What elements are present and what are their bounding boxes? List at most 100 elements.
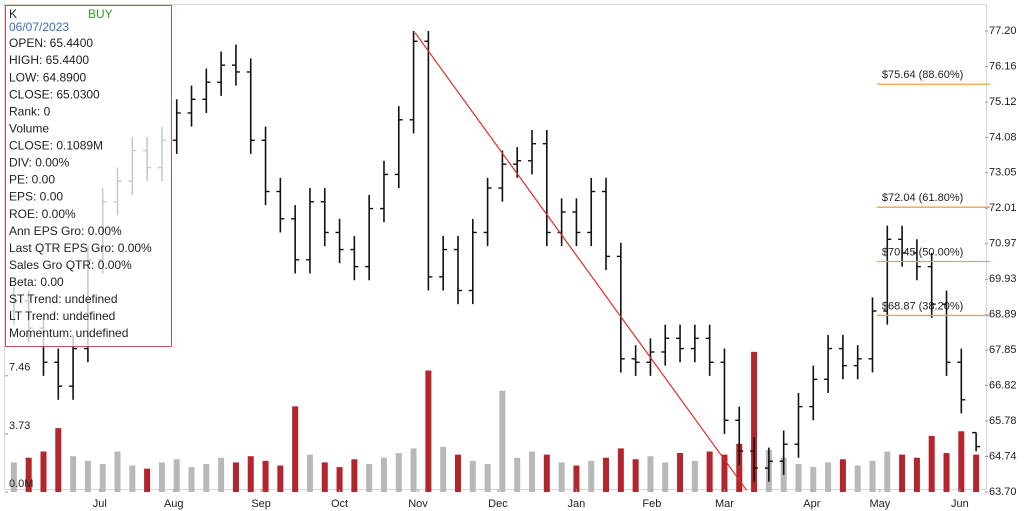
- y-tick-label: 66.82: [989, 379, 1017, 391]
- info-line: PE: 0.00: [9, 173, 55, 187]
- y-tick-label: 72.01: [989, 202, 1017, 214]
- signal: BUY: [88, 7, 113, 21]
- volume-bar: [84, 460, 91, 492]
- volume-bar: [129, 465, 136, 492]
- volume-bar: [188, 467, 195, 492]
- volume-bar: [647, 456, 654, 492]
- y-tick-label: 63.70: [989, 486, 1017, 498]
- volume-bar: [277, 465, 284, 492]
- volume-bar: [292, 406, 299, 492]
- info-line: DIV: 0.00%: [9, 156, 70, 170]
- symbol: K: [9, 7, 17, 21]
- volume-bar: [839, 459, 846, 492]
- date: 06/07/2023: [9, 20, 69, 34]
- volume-bar: [321, 462, 328, 492]
- y-tick-label: 73.05: [989, 167, 1017, 179]
- volume-bar: [25, 457, 32, 492]
- volume-bar: [677, 453, 684, 492]
- plot-frame: [4, 4, 987, 490]
- volume-bar: [410, 448, 417, 492]
- volume-bar: [114, 451, 121, 492]
- fib-label: $70.45 (50.00%): [882, 246, 963, 258]
- info-box: K BUY 06/07/2023 OPEN: 65.4400 HIGH: 65.4…: [5, 5, 172, 347]
- x-tick-label: Feb: [642, 498, 661, 510]
- volume-bar: [736, 443, 743, 492]
- y-tick-label: 65.78: [989, 415, 1017, 427]
- y-tick-label: 77.20: [989, 25, 1017, 37]
- volume-bar: [632, 459, 639, 492]
- volume-bar: [573, 465, 580, 492]
- volume-bar: [810, 467, 817, 492]
- x-tick-label: Nov: [408, 498, 428, 510]
- volume-bar: [588, 460, 595, 492]
- info-box-frame: [5, 5, 172, 347]
- volume-bar: [40, 451, 47, 492]
- volume-bar: [751, 351, 758, 492]
- y2-tick-label: 7.46: [9, 362, 30, 374]
- y-tick-label: 75.12: [989, 96, 1017, 108]
- volume-bar: [543, 454, 550, 492]
- volume-bar: [603, 457, 610, 492]
- volume-bar: [617, 448, 624, 492]
- volume-bar: [795, 463, 802, 492]
- overlay-layer: $75.64 (88.60%) $72.04 (61.80%) $70.45 (50…: [414, 32, 990, 491]
- volume-bar: [366, 463, 373, 492]
- volume-bar: [395, 453, 402, 492]
- volume-bar: [144, 468, 151, 492]
- volume-bar: [706, 451, 713, 492]
- volume-bar: [10, 462, 17, 492]
- volume-bar: [55, 428, 62, 492]
- info-line: HIGH: 65.4400: [9, 53, 89, 67]
- x-tick-label: Mar: [715, 498, 734, 510]
- info-line: ST Trend: undefined: [9, 292, 118, 306]
- info-line: EPS: 0.00: [9, 190, 63, 204]
- fib-label: $72.04 (61.80%): [882, 192, 963, 204]
- x-tick-label: Oct: [331, 498, 348, 510]
- volume-bar: [262, 460, 269, 492]
- volume-bar: [306, 454, 313, 492]
- volume-bar: [884, 451, 891, 492]
- volume-bar: [943, 453, 950, 492]
- volume-bar: [232, 462, 239, 492]
- y2-tick-label: 3.73: [9, 420, 30, 432]
- volume-bar: [351, 459, 358, 492]
- volume-bar: [336, 467, 343, 492]
- info-line: Ann EPS Gro: 0.00%: [9, 224, 122, 238]
- info-line: Last QTR EPS Gro: 0.00%: [9, 241, 152, 255]
- volume-bar: [203, 463, 210, 492]
- volume-bar: [218, 457, 225, 492]
- volume-bar: [454, 454, 461, 492]
- x-tick-label: Apr: [803, 498, 820, 510]
- y-tick-label: 70.97: [989, 238, 1017, 250]
- y-tick-label: 74.08: [989, 131, 1017, 143]
- volume-bar: [529, 451, 536, 492]
- volume-bar: [380, 457, 387, 492]
- info-line: CLOSE: 0.1089M: [9, 139, 103, 153]
- y-tick-label: 69.93: [989, 273, 1017, 285]
- volume-bar: [499, 390, 506, 492]
- volume-bar: [928, 435, 935, 492]
- info-line: ROE: 0.00%: [9, 207, 76, 221]
- volume-bar: [721, 454, 728, 492]
- info-line: LT Trend: undefined: [9, 309, 115, 323]
- volume-bar: [173, 459, 180, 492]
- volume-layer: [10, 351, 980, 492]
- volume-bar: [958, 431, 965, 492]
- info-line: Momentum: undefined: [9, 326, 128, 340]
- volume-bar: [425, 370, 432, 492]
- info-line: CLOSE: 65.0300: [9, 87, 100, 101]
- x-tick-label: May: [870, 498, 891, 510]
- volume-bar: [558, 462, 565, 492]
- volume-bar: [825, 462, 832, 492]
- x-tick-label: Aug: [164, 498, 184, 510]
- volume-bar: [913, 457, 920, 492]
- trend-line: [414, 32, 748, 491]
- y-tick-label: 68.89: [989, 309, 1017, 321]
- volume-bar: [70, 456, 77, 492]
- volume-bar: [514, 457, 521, 492]
- info-line: Volume: [9, 121, 49, 135]
- volume-bar: [158, 462, 165, 492]
- x-tick-label: Jul: [93, 498, 107, 510]
- x-tick-label: Dec: [488, 498, 508, 510]
